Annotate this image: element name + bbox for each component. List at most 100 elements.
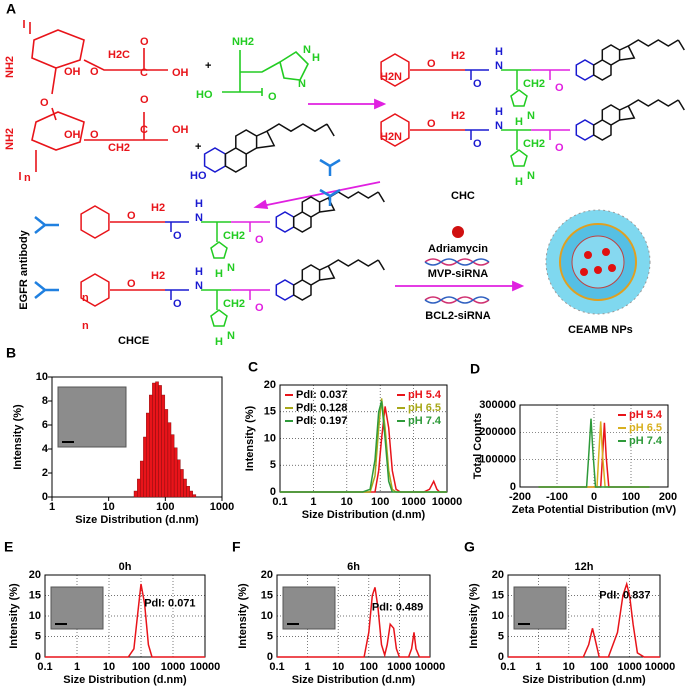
sirna-icons bbox=[424, 258, 490, 304]
x-tick-label: 100 bbox=[590, 661, 608, 673]
data-line bbox=[538, 418, 650, 488]
y-tick-label: 20 bbox=[492, 569, 504, 581]
y-tick-label: 5 bbox=[267, 630, 273, 642]
antibody bbox=[34, 216, 59, 234]
steroid-ring bbox=[275, 211, 295, 233]
legend-label: pH 6.5 bbox=[629, 422, 662, 434]
product-label: CHCE bbox=[118, 335, 149, 347]
bar bbox=[143, 436, 147, 498]
ester bbox=[531, 129, 570, 140]
y-tick-label: 15 bbox=[492, 589, 504, 601]
chart: G 12h 0.1 1 10 100 1000 10000 0 5 10 15 20 Size Distr… bbox=[464, 539, 675, 686]
atom-label: n bbox=[82, 292, 89, 304]
bar bbox=[133, 490, 138, 498]
steroid-ring bbox=[203, 147, 227, 173]
x-tick-label: 10 bbox=[563, 661, 575, 673]
bar bbox=[149, 394, 153, 498]
plus: + bbox=[205, 60, 211, 72]
y-tick-label: 10 bbox=[264, 432, 276, 444]
panel-label: A bbox=[6, 1, 16, 17]
x-tick-label: 10 bbox=[341, 496, 353, 508]
bar bbox=[180, 469, 184, 498]
chart: E 0h 0.1 1 10 100 1000 10000 0 5 10 15 20 Size Distri… bbox=[4, 539, 220, 686]
steroid-tail bbox=[619, 39, 685, 61]
panel-label: D bbox=[470, 361, 480, 377]
arrows bbox=[253, 98, 525, 292]
amide bbox=[465, 129, 489, 140]
y-tick-label: 0 bbox=[498, 651, 504, 663]
atom-label: CH2 bbox=[523, 138, 545, 150]
steroid-ring bbox=[224, 129, 258, 173]
chart-title: 6h bbox=[347, 561, 360, 573]
atom-label: H2N bbox=[380, 131, 402, 143]
x-tick-label: 200 bbox=[659, 491, 677, 503]
amide bbox=[165, 289, 189, 300]
x-tick-label: 100 bbox=[371, 496, 389, 508]
y-tick-label: 10 bbox=[492, 610, 504, 622]
atom-label: N bbox=[195, 280, 203, 292]
x-tick-label: 100 bbox=[156, 501, 174, 513]
x-tick-label: 1000 bbox=[617, 661, 641, 673]
x-tick-label: 1 bbox=[310, 496, 316, 508]
bar bbox=[186, 486, 190, 498]
chart-title: 12h bbox=[575, 561, 594, 573]
antibody bbox=[34, 281, 59, 299]
bar bbox=[164, 409, 169, 498]
legend-label: pH 6.5 bbox=[408, 402, 441, 414]
atom-label: O bbox=[473, 78, 482, 90]
panel-label: F bbox=[232, 539, 241, 555]
y-axis-label: Total Counts bbox=[472, 413, 484, 479]
x-tick-label: 0.1 bbox=[272, 496, 287, 508]
sem-inset bbox=[50, 586, 104, 630]
ester bbox=[531, 69, 570, 80]
y-tick-label: 15 bbox=[264, 406, 276, 418]
bar bbox=[173, 447, 178, 498]
annotation: PdI: 0.837 bbox=[599, 589, 650, 601]
bar bbox=[155, 381, 159, 498]
x-tick-label: 100 bbox=[360, 661, 378, 673]
atom-label: N bbox=[527, 170, 535, 182]
annotation: PdI: 0.037 bbox=[296, 389, 347, 401]
atom-label: CH2 bbox=[108, 142, 130, 154]
chart: C 0.1 1 10 100 1000 10000 0 5 10 15 20 Size Distribu… bbox=[244, 359, 462, 521]
annotation: PdI: 0.489 bbox=[372, 602, 423, 614]
data-line bbox=[280, 406, 447, 493]
atom-label: N bbox=[227, 330, 235, 342]
sem-inset bbox=[513, 586, 567, 630]
panel-label: E bbox=[4, 539, 13, 555]
atom-label: O bbox=[555, 142, 564, 154]
atom-label: H bbox=[195, 266, 203, 278]
chart-title: 0h bbox=[119, 561, 132, 573]
conjugates: OH2OHNCH2NHOOH2OHNCH2NHOOH2OHNCH2NHOOH2O… bbox=[34, 39, 685, 348]
annotation: PdI: 0.197 bbox=[296, 415, 347, 427]
atom-label: NH2 bbox=[4, 56, 16, 78]
y-tick-label: 15 bbox=[261, 589, 273, 601]
atom-label: O bbox=[173, 298, 182, 310]
y-tick-label: 5 bbox=[35, 630, 41, 642]
y-axis-label: Intensity (%) bbox=[244, 405, 256, 471]
atom-label: N bbox=[303, 44, 311, 56]
x-tick-label: 1000 bbox=[401, 496, 425, 508]
atom-label: N bbox=[495, 120, 503, 132]
atom-label: O bbox=[473, 138, 482, 150]
y-tick-label: 0 bbox=[270, 486, 276, 498]
legend-label: pH 5.4 bbox=[408, 389, 442, 401]
x-tick-label: 10000 bbox=[190, 661, 221, 673]
product-label: CEAMB NPs bbox=[568, 324, 633, 336]
atom-label: CH2 bbox=[223, 230, 245, 242]
atom-label: H2 bbox=[451, 110, 465, 122]
y-axis-label: Intensity (%) bbox=[12, 404, 24, 470]
x-axis-label: Size Distribution (d.nm) bbox=[63, 674, 187, 686]
bar bbox=[183, 478, 187, 498]
steroid-ring bbox=[275, 279, 295, 301]
x-tick-label: 1000 bbox=[161, 661, 185, 673]
steroid-tail bbox=[256, 123, 335, 149]
atom-label: HO bbox=[196, 89, 213, 101]
chitosan-labels: NH2 OH O H2C C O OH NH2 OH O CH2 C O OH … bbox=[4, 36, 189, 184]
amide bbox=[165, 221, 189, 232]
x-tick-label: -100 bbox=[546, 491, 568, 503]
atom-label: O bbox=[140, 36, 149, 48]
x-tick-label: 1 bbox=[49, 501, 55, 513]
x-tick-label: 1000 bbox=[387, 661, 411, 673]
atom-label: N bbox=[527, 110, 535, 122]
